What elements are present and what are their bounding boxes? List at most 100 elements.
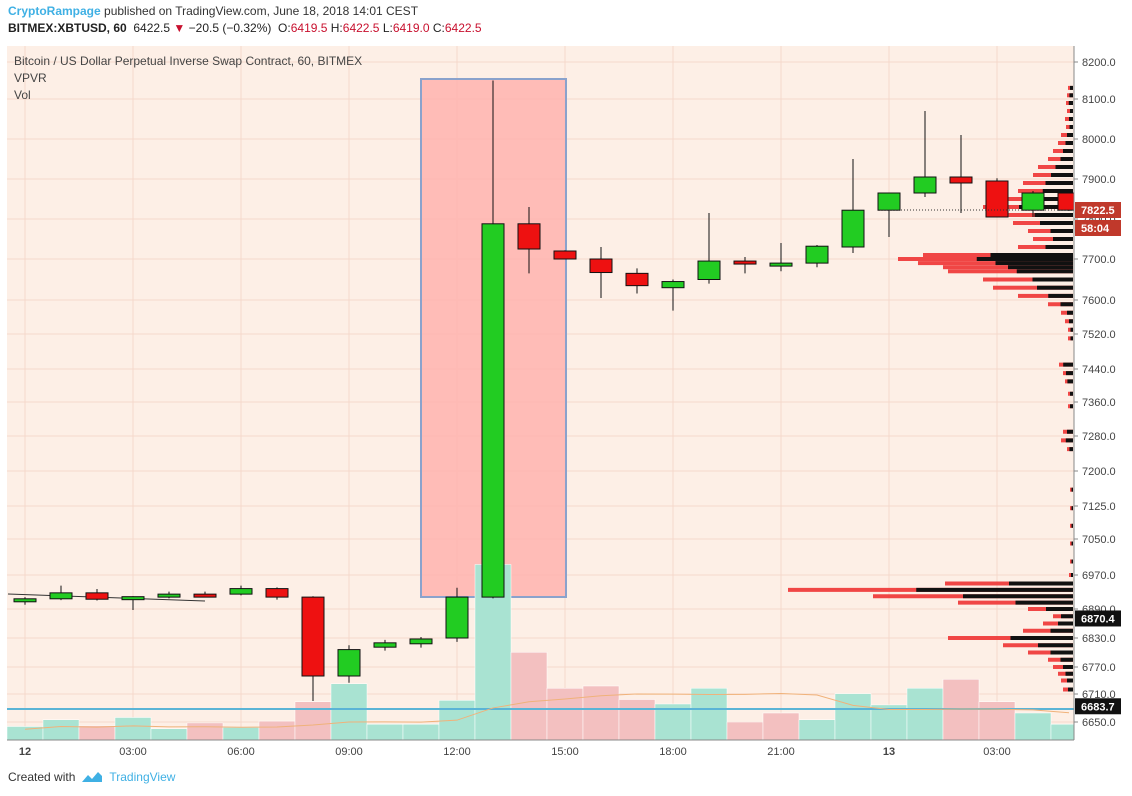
candle-body	[553, 250, 577, 260]
volume-bar	[330, 683, 368, 741]
price-tick-label: 7440.0	[1082, 364, 1116, 376]
price-tag-label: 58:04	[1081, 223, 1110, 235]
volume-bar	[834, 693, 872, 741]
volume-profile-row-black	[1060, 302, 1073, 307]
volume-profile-row-black	[995, 261, 1073, 266]
time-tick-label: 12	[19, 746, 31, 758]
candle-body	[301, 596, 325, 677]
price-tags: 7822.5 58:04 6870.4 6683.7	[1075, 202, 1121, 715]
candle-body	[265, 588, 289, 598]
volume-profile-row-black	[1066, 371, 1073, 376]
volume-profile-row-black	[1070, 404, 1073, 409]
volume-profile-row-black	[1031, 197, 1073, 201]
price-tag	[1075, 220, 1121, 236]
candle-body	[193, 593, 217, 598]
volume-profile-row-black	[1067, 678, 1073, 683]
change-value: −20.5 (−0.32%)	[188, 21, 272, 35]
time-tick-label: 12:00	[443, 746, 471, 758]
volume-profile-row-black	[1067, 379, 1073, 384]
time-tick-label: 18:00	[659, 746, 687, 758]
volume-bar	[870, 704, 908, 741]
volume-profile-row-black	[1061, 614, 1073, 619]
volume-profile-row-black	[990, 253, 1073, 257]
volume-profile-row-black	[1069, 93, 1073, 98]
volume-profile-row-black	[1048, 293, 1073, 298]
candle-body	[481, 223, 505, 598]
volume-profile-row-black	[1046, 607, 1073, 611]
volume-profile-row	[993, 285, 1073, 290]
candle-body	[661, 281, 685, 289]
volume-profile-row-black	[1069, 447, 1073, 452]
price-tag-label: 6683.7	[1081, 701, 1115, 713]
price-tick-label: 6830.0	[1082, 633, 1116, 645]
volume-bar	[582, 685, 620, 741]
volume-profile-row-black	[1051, 173, 1073, 177]
footer: Created with TradingView	[8, 770, 175, 784]
volume-profile-row-black	[1055, 165, 1073, 169]
time-axis[interactable]: 12 03:00 06:00 09:00 12:00 15:00 18:00 21:00 13 0…	[19, 746, 1011, 758]
volume-bar	[42, 719, 80, 741]
volume-profile-row-black	[1040, 221, 1073, 225]
legend-vol[interactable]: Vol	[14, 88, 31, 102]
h-value: 6422.5	[342, 21, 380, 35]
c-label: C:	[432, 21, 445, 35]
candle-body	[769, 262, 793, 267]
volume-moving-average	[24, 692, 1070, 730]
volume-bar	[618, 699, 656, 741]
volume-bar	[78, 725, 116, 741]
volume-profile-row-black	[1069, 117, 1073, 121]
chart-svg[interactable]: 8200.08100.08000.07900.07800.07700.07600…	[0, 40, 1132, 762]
candle-body	[733, 260, 757, 265]
volume-profile-row-black	[1070, 336, 1073, 341]
candle-body	[841, 209, 865, 248]
author-link[interactable]: CryptoRampage	[8, 4, 101, 18]
volume-profile-row-black	[1065, 141, 1073, 145]
volume-bar	[978, 701, 1016, 741]
price-tag	[1075, 202, 1121, 218]
volume-bar	[114, 717, 152, 741]
volume-profile-row-black	[1071, 487, 1073, 492]
tradingview-link[interactable]: TradingView	[109, 770, 176, 784]
volume-bar	[690, 688, 728, 741]
candle-body	[697, 260, 721, 280]
volume-profile-row-black	[1042, 189, 1073, 193]
volume-bar	[546, 688, 584, 741]
volume-profile-row-black	[916, 587, 1073, 592]
volume-profile-row-black	[1070, 109, 1073, 113]
volume-profile-row-black	[1034, 213, 1073, 217]
volume-profile-row-black	[1071, 573, 1073, 577]
volume-profile-row-black	[1067, 429, 1073, 434]
down-arrow-icon: ▼	[173, 21, 186, 35]
volume-profile-row-black	[1037, 285, 1073, 290]
price-tag	[1075, 698, 1121, 715]
candle-body	[229, 588, 253, 595]
time-tick-label: 13	[883, 746, 895, 758]
legend-vpvr[interactable]: VPVR	[14, 71, 47, 85]
candle-body	[805, 245, 829, 264]
volume-profile-row-black	[1065, 671, 1073, 676]
price-tag-label: 6870.4	[1081, 613, 1116, 625]
price-tick-label: 7900.0	[1082, 174, 1116, 186]
volume-bar	[186, 722, 224, 741]
c-value: 6422.5	[444, 21, 482, 35]
price-tick-label: 7125.0	[1082, 501, 1116, 513]
volume-bar	[726, 721, 764, 741]
volume-profile-row-black	[1009, 581, 1073, 586]
volume-profile-row-black	[1071, 523, 1073, 528]
candle-body	[85, 592, 109, 600]
volume-profile-row	[1018, 293, 1073, 298]
candle-body	[13, 598, 37, 603]
volume-bar	[402, 724, 440, 741]
time-tick-label: 09:00	[335, 746, 363, 758]
candle-body	[877, 192, 901, 211]
candle-body	[517, 223, 541, 250]
created-with-label: Created with	[8, 770, 76, 784]
h-label: H:	[330, 21, 343, 35]
price-tick-label: 6710.0	[1082, 689, 1116, 701]
price-tick-label: 7200.0	[1082, 466, 1116, 478]
candle-body	[49, 592, 73, 600]
volume-profile-row-black	[1063, 362, 1073, 367]
price-tick-label: 7360.0	[1082, 397, 1116, 409]
volume-bar	[366, 724, 404, 741]
volume-bar	[150, 728, 188, 741]
